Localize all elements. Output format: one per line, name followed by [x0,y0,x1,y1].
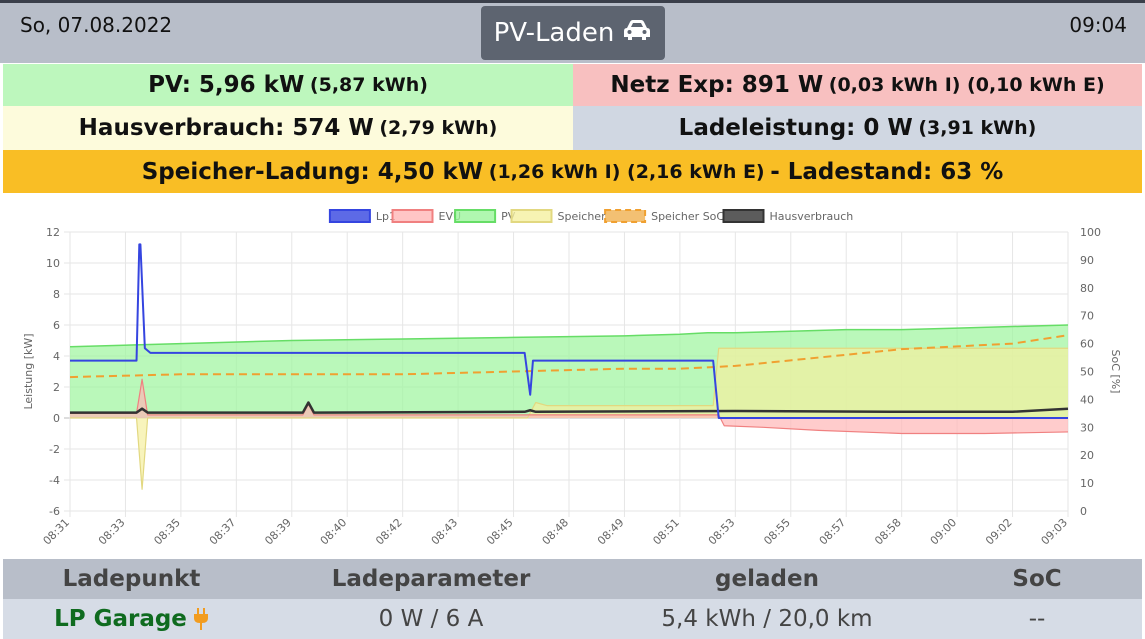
charge-mode-button[interactable]: PV-Laden [481,6,665,60]
grid-energy: (0,03 kWh I) (0,10 kWh E) [828,74,1105,96]
charge-mode-label: PV-Laden [493,18,615,48]
charge-power: Ladeleistung: 0 W [678,115,913,141]
legend-label-speicher-soc: Speicher SoC [651,210,724,223]
top-border [0,0,1145,3]
x-tick-label: 09:02 [983,516,1015,548]
x-tick-label: 08:31 [41,516,73,548]
y2-tick-label: 20 [1080,449,1094,462]
power-chart: 12 10 8 6 4 2 0 -2 -4 -6 100 90 80 70 60 50 40 30 20 10 0 08:… [0,196,1145,554]
date-label: So, 07.08.2022 [20,13,173,37]
y-tick-label: 12 [46,226,60,239]
x-tick-label: 09:00 [928,516,960,548]
x-tick-label: 08:45 [484,516,516,548]
car-icon [622,18,652,48]
series-area-speicher [70,348,1068,490]
legend-swatch-speicher [510,209,553,223]
y-tick-label: 8 [53,288,60,301]
series-line-hausverbrauch [70,401,1069,414]
header-ladeparameter: Ladeparameter [331,566,531,592]
chargepoint-name[interactable]: LP Garage [54,606,187,632]
time-label: 09:04 [1069,13,1127,37]
header-geladen: geladen [715,566,819,592]
pv-power: PV: 5,96 kW [148,72,305,98]
y2-tick-label: 50 [1080,366,1094,379]
y2-tick-label: 40 [1080,393,1094,406]
x-tick-label: 08:48 [540,516,572,548]
y-tick-label: -4 [49,474,60,487]
x-tick-label: 08:57 [817,516,849,548]
x-tick-label: 08:58 [872,516,904,548]
storage-soc: - Ladestand: 63 % [770,158,1004,185]
legend-label-speicher: Speicher [558,210,607,223]
y-axis-label: Leistung [kW] [22,333,35,409]
charge-parameter: 0 W / 6 A [378,606,484,632]
series-line-evu [70,378,1069,435]
x-tick-label: 08:49 [595,516,627,548]
charge-summary: Ladeleistung: 0 W (3,91 kWh) [573,106,1142,150]
series-line-lp1 [70,243,1068,419]
chargepoint-table-header: Ladepunkt Ladeparameter geladen SoC [3,559,1142,599]
grid-summary: Netz Exp: 891 W (0,03 kWh I) (0,10 kWh E… [573,64,1142,106]
x-tick-label: 08:40 [318,516,350,548]
legend-label-hausverbrauch: Hausverbrauch [770,210,854,223]
legend-swatch-speicher-soc [604,209,647,223]
y2-tick-label: 70 [1080,310,1094,323]
vehicle-soc: -- [1028,606,1046,632]
chargepoint-name-cell[interactable]: LP Garage [3,599,260,639]
y-tick-label: 6 [53,319,60,332]
y2-tick-label: 0 [1080,505,1087,518]
legend-swatch-pv [454,209,497,223]
x-tick-label: 09:03 [1039,516,1071,548]
series-line-pv [69,324,1069,348]
y-tick-label: -2 [49,443,60,456]
y2-axis-label: SoC [%] [1109,350,1122,394]
y-tick-label: -6 [49,505,60,518]
charged-energy: 5,4 kWh / 20,0 km [661,606,873,632]
x-tick-label: 08:42 [373,516,405,548]
chart-svg: 121086420-2-4-6100908070605040302010008:… [22,209,1122,548]
y-tick-label: 4 [53,350,60,363]
series-area-evu [70,379,1068,434]
legend-swatch-hausverbrauch [722,209,765,223]
x-tick-label: 08:33 [96,516,128,548]
storage-summary: Speicher-Ladung: 4,50 kW (1,26 kWh I) (2… [3,150,1142,193]
series-line-speicher-soc [69,334,1069,379]
x-tick-label: 08:39 [262,516,294,548]
y-tick-label: 0 [53,412,60,425]
series-line-speicher [70,347,1068,490]
plug-icon [193,608,209,630]
storage-power: Speicher-Ladung: 4,50 kW [141,158,484,185]
y2-tick-label: 80 [1080,282,1094,295]
legend-label-lp1: Lp1 [376,210,396,223]
x-tick-label: 08:43 [429,516,461,548]
table-row[interactable]: LP Garage 0 W / 6 A 5,4 kWh / 20,0 km -- [3,599,1142,639]
y-tick-label: 10 [46,257,60,270]
header-soc: SoC [1012,566,1062,592]
charge-energy: (3,91 kWh) [918,117,1037,139]
y2-tick-label: 60 [1080,338,1094,351]
house-power: Hausverbrauch: 574 W [78,115,374,141]
pv-energy: (5,87 kWh) [309,74,428,96]
house-summary: Hausverbrauch: 574 W (2,79 kWh) [3,106,573,150]
storage-energy: (1,26 kWh I) (2,16 kWh E) [488,160,765,183]
header-ladepunkt: Ladepunkt [62,566,201,592]
house-energy: (2,79 kWh) [379,117,498,139]
y-tick-label: 2 [53,381,60,394]
legend-swatch-lp1 [328,209,371,223]
header-bar: So, 07.08.2022 PV-Laden 09:04 [0,3,1145,63]
x-tick-label: 08:51 [650,516,682,548]
x-tick-label: 08:53 [706,516,738,548]
grid-power: Netz Exp: 891 W [610,72,824,98]
y2-tick-label: 100 [1080,226,1101,239]
y2-tick-label: 30 [1080,421,1094,434]
x-tick-label: 08:55 [761,516,793,548]
y2-tick-label: 10 [1080,477,1094,490]
x-tick-label: 08:35 [151,516,183,548]
legend-swatch-evu [391,209,434,223]
pv-summary: PV: 5,96 kW (5,87 kWh) [3,64,573,106]
y2-tick-label: 90 [1080,254,1094,267]
x-tick-label: 08:37 [207,516,239,548]
